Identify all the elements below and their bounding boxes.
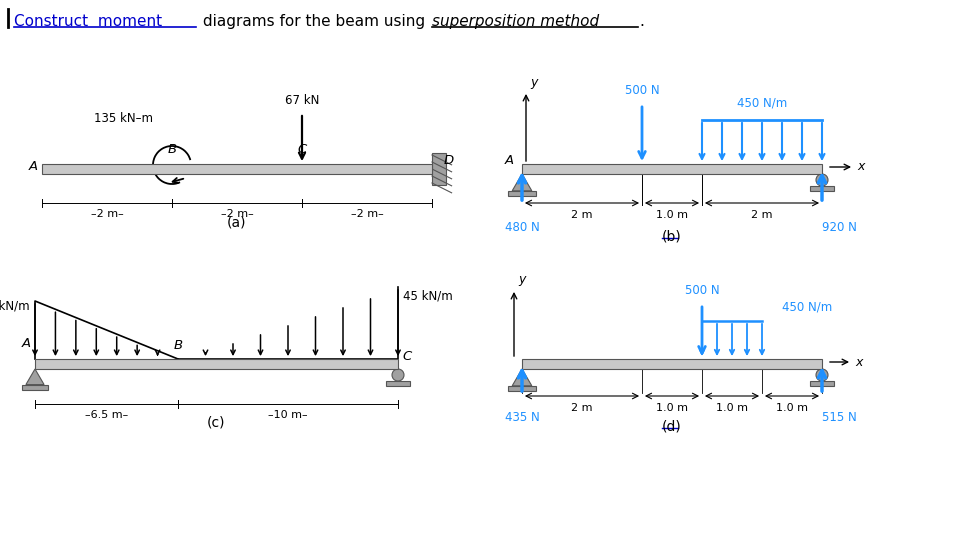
Text: B: B: [167, 143, 176, 156]
Bar: [42, 164, 431, 174]
Bar: [521, 164, 822, 174]
Text: (d): (d): [661, 420, 682, 434]
Bar: [809, 381, 833, 386]
Polygon shape: [511, 369, 531, 386]
Text: (c): (c): [206, 415, 225, 429]
Text: 450 N/m: 450 N/m: [781, 300, 831, 313]
Text: A: A: [505, 154, 513, 168]
Text: 135 kN–m: 135 kN–m: [95, 112, 154, 125]
Text: 67 kN: 67 kN: [285, 94, 319, 107]
Text: (b): (b): [661, 230, 682, 244]
Text: x: x: [854, 355, 862, 369]
Text: 1.0 m: 1.0 m: [655, 403, 688, 413]
Text: (a): (a): [227, 216, 246, 230]
Bar: [35, 359, 398, 369]
Text: .: .: [639, 14, 644, 29]
Text: 450 N/m: 450 N/m: [736, 97, 786, 110]
Text: –2 m–: –2 m–: [350, 209, 383, 219]
Text: Construct  moment: Construct moment: [14, 14, 162, 29]
Text: 1.0 m: 1.0 m: [776, 403, 807, 413]
Bar: [22, 384, 48, 390]
Text: A: A: [28, 160, 38, 173]
Circle shape: [816, 369, 827, 381]
Text: 2 m: 2 m: [571, 210, 592, 220]
Polygon shape: [511, 174, 531, 191]
Text: 45 kN/m: 45 kN/m: [403, 290, 452, 302]
Text: C: C: [297, 143, 306, 156]
Text: 1.0 m: 1.0 m: [655, 210, 688, 220]
Polygon shape: [25, 369, 44, 384]
Bar: [508, 191, 535, 197]
Text: 515 N: 515 N: [822, 411, 856, 424]
Bar: [508, 386, 535, 392]
Text: y: y: [529, 76, 537, 89]
Text: –2 m–: –2 m–: [91, 209, 123, 219]
Text: 920 N: 920 N: [822, 221, 856, 234]
Bar: [809, 186, 833, 191]
Text: C: C: [402, 349, 411, 363]
Text: D: D: [443, 154, 454, 168]
Text: 1.0 m: 1.0 m: [715, 403, 747, 413]
Text: y: y: [517, 273, 525, 286]
Text: x: x: [856, 160, 864, 173]
Text: 2 m: 2 m: [571, 403, 592, 413]
Text: 30 kN/m: 30 kN/m: [0, 300, 30, 312]
Text: 2 m: 2 m: [750, 210, 772, 220]
Text: B: B: [173, 339, 182, 352]
Circle shape: [816, 174, 827, 186]
Text: –6.5 m–: –6.5 m–: [85, 410, 128, 420]
Text: diagrams for the beam using: diagrams for the beam using: [198, 14, 429, 29]
Text: 480 N: 480 N: [504, 221, 539, 234]
Text: 500 N: 500 N: [684, 284, 719, 297]
Text: 435 N: 435 N: [504, 411, 539, 424]
Bar: [521, 359, 822, 369]
Text: –2 m–: –2 m–: [220, 209, 253, 219]
Circle shape: [391, 369, 404, 381]
Bar: [385, 381, 410, 386]
Text: superposition method: superposition method: [431, 14, 599, 29]
Text: –10 m–: –10 m–: [268, 410, 307, 420]
Text: 500 N: 500 N: [624, 84, 658, 97]
Bar: [431, 153, 446, 185]
Text: A: A: [22, 337, 31, 350]
